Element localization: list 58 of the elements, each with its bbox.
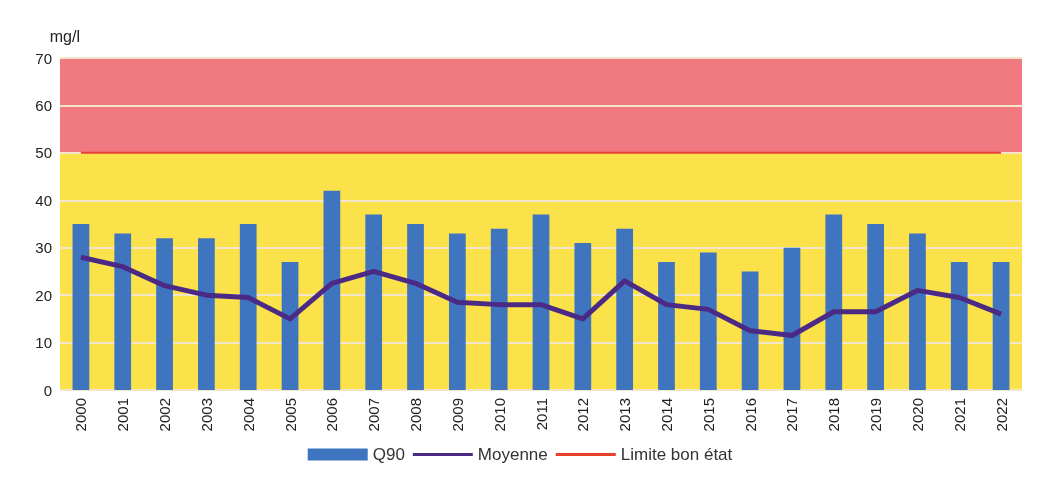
- y-tick-label: 10: [35, 334, 52, 352]
- x-tick-label: 2019: [867, 398, 885, 432]
- bar: [616, 228, 634, 390]
- bar: [532, 214, 550, 390]
- bar: [448, 233, 466, 390]
- legend-label: Moyenne: [477, 445, 548, 464]
- x-tick-label: 2014: [657, 398, 675, 432]
- x-tick-label: 2015: [699, 398, 717, 432]
- legend-label: Q90: [372, 445, 405, 464]
- x-tick-label: 2022: [992, 398, 1010, 432]
- x-tick-label: 2020: [908, 398, 926, 432]
- bar: [950, 261, 968, 390]
- bar: [156, 238, 173, 390]
- bar: [407, 224, 424, 390]
- x-tick-label: 2008: [407, 398, 425, 432]
- bar: [909, 233, 926, 390]
- x-tick-label: 2005: [281, 398, 299, 432]
- x-tick-label: 2001: [114, 398, 132, 432]
- bar: [574, 242, 592, 390]
- bar: [281, 261, 299, 390]
- bar: [741, 271, 759, 390]
- x-tick-label: 2010: [490, 398, 508, 432]
- x-tick-label: 2006: [323, 398, 341, 432]
- x-tick-label: 2011: [532, 398, 550, 431]
- x-tick-label: 2018: [825, 398, 843, 432]
- bar: [72, 224, 90, 390]
- x-tick-label: 2021: [950, 398, 968, 432]
- bar: [323, 190, 341, 390]
- y-tick-label: 60: [35, 96, 52, 114]
- x-tick-label: 2009: [448, 398, 466, 432]
- bar: [239, 224, 257, 390]
- y-axis-title: mg/l: [49, 27, 80, 45]
- x-tick-label: 2003: [197, 398, 215, 432]
- x-tick-label: 2012: [574, 398, 592, 432]
- bar: [699, 252, 717, 390]
- x-tick-label: 2002: [156, 398, 174, 432]
- y-tick-label: 70: [35, 49, 52, 67]
- bar: [490, 228, 508, 390]
- x-tick-label: 2013: [616, 398, 634, 432]
- y-tick-label: 0: [43, 381, 52, 399]
- bar: [658, 261, 675, 390]
- x-tick-label: 2004: [239, 398, 257, 432]
- x-tick-label: 2007: [365, 398, 383, 432]
- x-tick-label: 2000: [72, 398, 90, 432]
- x-tick-label: 2017: [783, 398, 801, 432]
- legend-label: Limite bon état: [620, 445, 733, 464]
- bar: [114, 233, 132, 390]
- bar: [867, 224, 884, 390]
- y-tick-label: 30: [35, 239, 52, 257]
- bar: [365, 214, 383, 390]
- bar: [783, 247, 801, 390]
- x-tick-label: 2016: [741, 398, 759, 432]
- bar: [825, 214, 843, 390]
- y-tick-label: 40: [35, 191, 52, 209]
- bar: [198, 238, 215, 390]
- bar: [992, 261, 1010, 390]
- y-tick-label: 50: [35, 144, 52, 162]
- y-tick-label: 20: [35, 286, 52, 304]
